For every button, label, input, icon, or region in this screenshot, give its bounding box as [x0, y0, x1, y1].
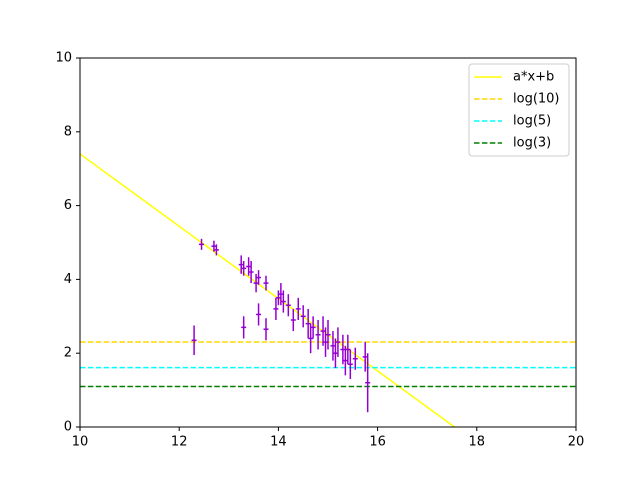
- y-tick-label: 4: [64, 272, 72, 287]
- x-tick-label: 10: [72, 435, 89, 450]
- y-tick-label: 10: [55, 51, 72, 66]
- plot-area: [80, 153, 576, 427]
- y-tick-label: 2: [64, 346, 72, 361]
- x-tick-label: 18: [469, 435, 486, 450]
- legend-label: a*x+b: [513, 70, 554, 85]
- y-tick-label: 0: [64, 420, 72, 435]
- x-tick-label: 12: [171, 435, 188, 450]
- x-tick-label: 20: [568, 435, 585, 450]
- y-tick-label: 6: [64, 198, 72, 213]
- legend: [468, 63, 570, 157]
- axes-frame: [79, 57, 577, 428]
- x-tick-label: 14: [270, 435, 287, 450]
- x-tick-label: 16: [369, 435, 386, 450]
- y-tick-label: 8: [64, 124, 72, 139]
- legend-label: log(10): [513, 92, 560, 107]
- series-line: [80, 153, 455, 427]
- legend-label: log(3): [513, 136, 551, 151]
- legend-label: log(5): [513, 114, 551, 129]
